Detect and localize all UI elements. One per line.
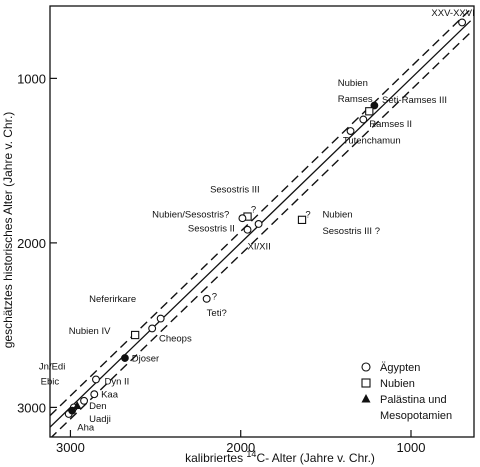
point-label: Seti-Ramses III: [382, 95, 447, 106]
point-label: ?: [251, 204, 256, 215]
data-point-circle-open: [92, 375, 100, 384]
data-point-circle-open: [238, 214, 247, 223]
plot-area: [49, 5, 475, 438]
data-point-circle-filled: [68, 406, 77, 415]
point-label: Kaa: [101, 390, 119, 401]
data-point-circle-open: [80, 396, 89, 405]
annotations: XXV-XXVI Nubien Ramses Seti-Ramses III Ramse…: [39, 8, 475, 434]
data-point-circle-open: [359, 115, 368, 124]
data-point-square-open: [130, 330, 140, 340]
data-point-circle-filled: [121, 354, 129, 362]
data-point-circle-open: [202, 294, 211, 303]
point-label: Tutenchamun: [343, 135, 401, 146]
data-point-circle-open: [346, 127, 355, 135]
legend-label: Mesopotamien: [380, 410, 452, 422]
point-label: Dyn II: [104, 376, 129, 387]
data-point-circle-open: [156, 314, 165, 323]
point-label: Nubien IV: [69, 326, 111, 337]
x-axis-title-pre: kalibriertes: [185, 451, 246, 465]
point-label: Sesostris III: [210, 185, 260, 196]
legend-marker-square-open: [361, 378, 371, 388]
point-label: Neferirkare: [89, 294, 136, 305]
point-label: XXV-XXVI: [431, 8, 474, 19]
data-point-circle-open: [458, 18, 467, 27]
data-point-circle-open: [243, 225, 252, 234]
legend: Ägypten Nubien Palästina und Mesopotamien: [361, 362, 452, 422]
data-point-square-open: [365, 107, 374, 116]
y-axis-title: geschätztes historisches Alter (Jahre v.…: [1, 112, 15, 349]
point-label: Uadji: [89, 414, 111, 425]
point-label: XI/XII: [248, 241, 271, 252]
data-point-circle-open: [148, 324, 157, 333]
x-axis-title-sup: 14: [246, 449, 256, 459]
x-axis: 3000 2000 1000: [56, 430, 425, 455]
point-label: ?: [305, 209, 310, 220]
dashed-line-1: [50, 8, 472, 417]
y-tick-label: 3000: [17, 400, 46, 415]
point-label: Jn/Edi: [39, 362, 65, 373]
plot-frame: [49, 5, 475, 438]
x-tick-label: 2000: [226, 440, 255, 455]
point-label: Nubien/Sesostris?: [152, 209, 229, 220]
point-label: Aha: [77, 422, 95, 433]
legend-label: Ägypten: [380, 362, 420, 374]
y-tick-label: 2000: [17, 236, 46, 251]
x-tick-label: 3000: [56, 440, 85, 455]
point-label: Nubien: [322, 209, 352, 220]
point-label: Ramses: [338, 94, 373, 105]
point-label: Ramses II: [369, 119, 412, 130]
point-label: Sesostris II: [188, 223, 235, 234]
legend-marker-triangle-filled: [361, 394, 371, 403]
legend-marker-circle-open: [361, 362, 371, 372]
data-point-square-open: [297, 215, 307, 225]
x-axis-title-post: C- Alter (Jahre v. Chr.): [256, 451, 374, 465]
point-label: Sesostris III ?: [322, 226, 380, 237]
x-axis-title: kalibriertes 14C- Alter (Jahre v. Chr.): [185, 449, 375, 465]
legend-label: Palästina und: [380, 394, 447, 406]
point-label: Nubien: [338, 78, 368, 89]
point-label: Djoser: [132, 353, 159, 364]
point-label: Ebic: [41, 376, 60, 387]
y-tick-label: 1000: [17, 71, 46, 86]
data-point-triangle-filled: [73, 401, 82, 409]
legend-label: Nubien: [380, 378, 415, 390]
point-label: Cheops: [159, 334, 192, 345]
x-tick-label: 1000: [397, 440, 426, 455]
y-axis: 1000 2000 3000: [17, 71, 57, 415]
data-point-circle-open: [90, 390, 99, 399]
point-label: Teti?: [207, 308, 227, 319]
point-label: Den: [89, 401, 106, 412]
data-point-circle-open: [254, 220, 263, 228]
point-label: ?: [212, 292, 217, 303]
